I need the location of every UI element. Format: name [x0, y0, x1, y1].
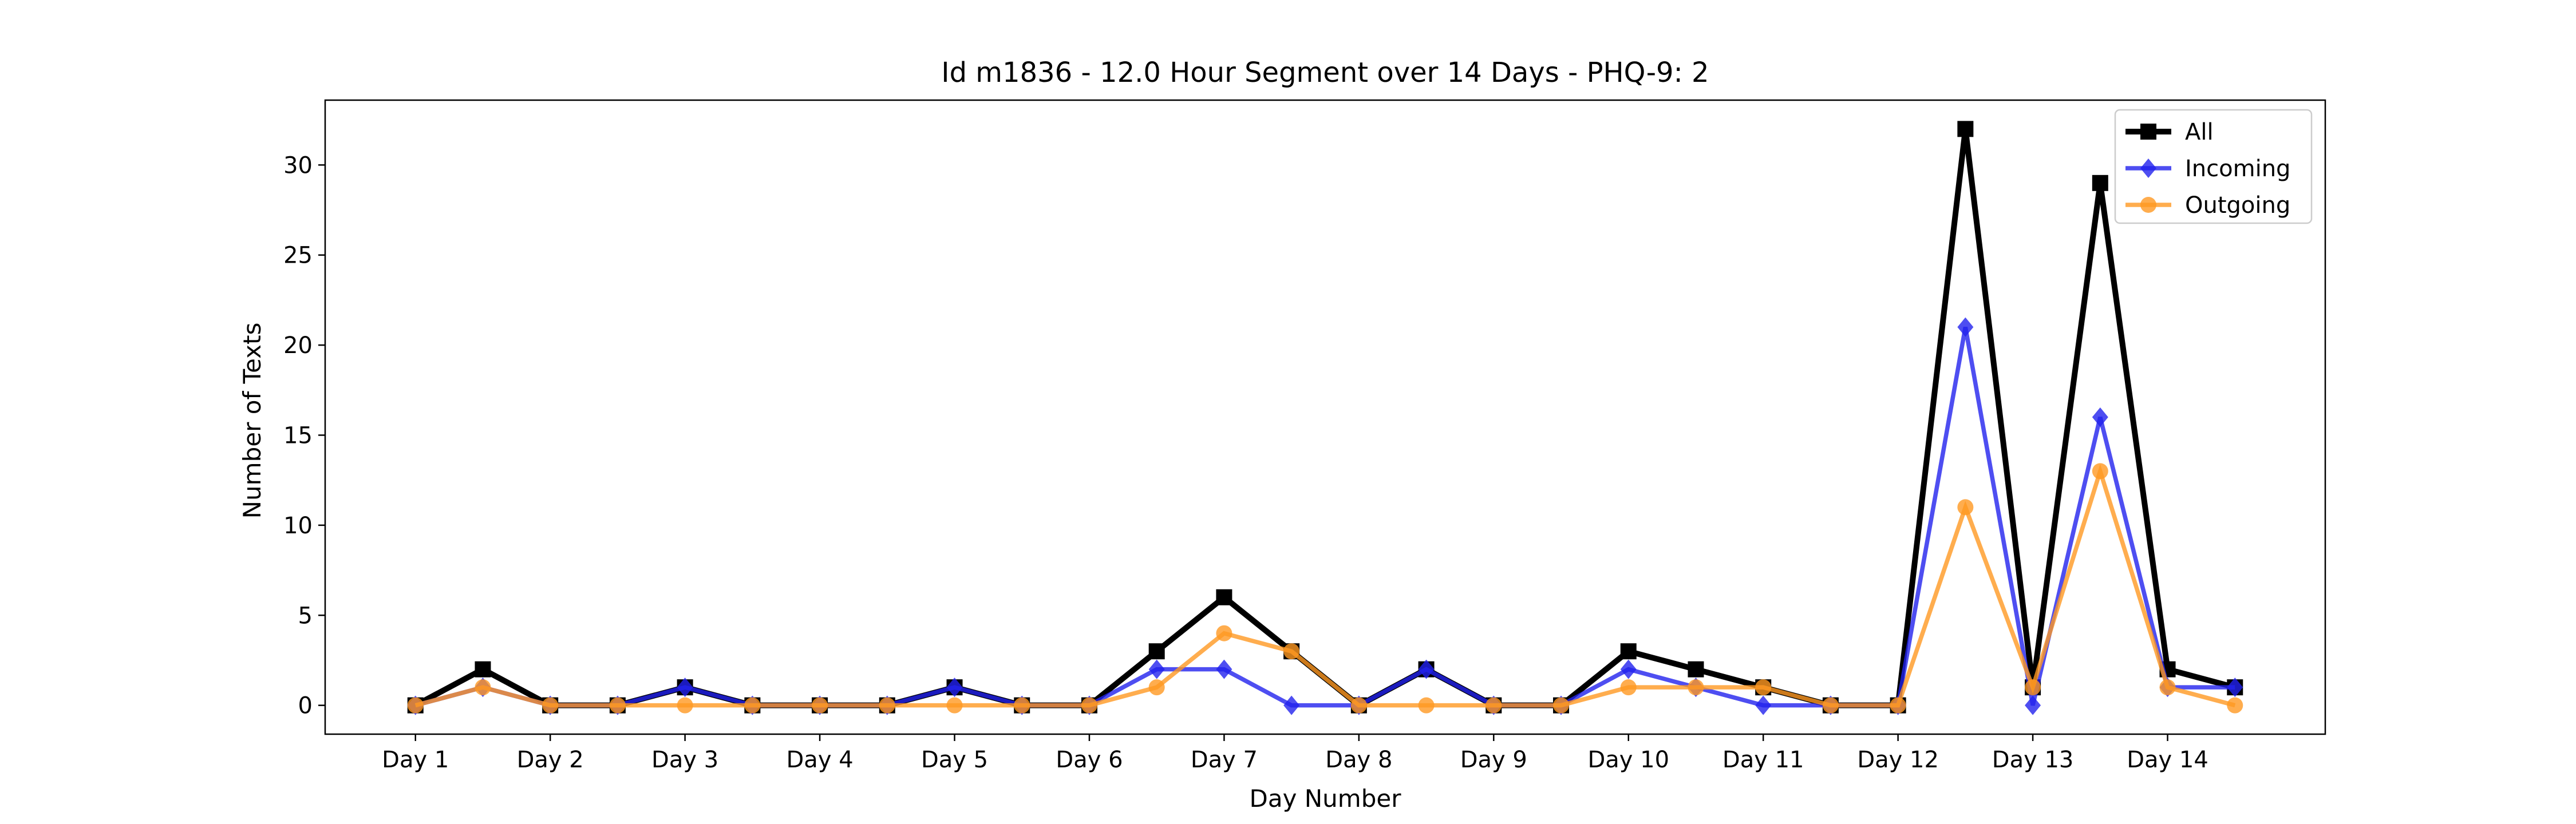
data-point-incoming [1148, 659, 1165, 679]
data-point-outgoing [1148, 679, 1165, 696]
data-point-all [1620, 643, 1637, 660]
data-point-outgoing [1216, 625, 1232, 641]
y-tick-label: 30 [283, 152, 313, 179]
data-point-outgoing [1350, 697, 1367, 714]
data-point-all [1148, 643, 1165, 660]
data-point-outgoing [1553, 697, 1570, 714]
x-tick-label: Day 11 [1722, 747, 1804, 773]
y-tick-label: 25 [283, 243, 313, 269]
legend: All Incoming Outgoing [2114, 109, 2313, 224]
x-tick-label: Day 14 [2127, 747, 2208, 773]
legend-marker [2140, 159, 2156, 178]
data-point-all [475, 661, 491, 678]
series-line-outgoing [414, 464, 2236, 708]
data-point-outgoing [677, 697, 693, 714]
data-point-all [1216, 589, 1232, 605]
data-point-incoming [2092, 407, 2108, 427]
y-tick-label: 5 [298, 603, 313, 629]
series-line-incoming [414, 326, 2235, 708]
data-point-outgoing [542, 697, 559, 714]
data-point-incoming [2025, 695, 2041, 715]
legend-marker [2140, 197, 2156, 213]
x-tick-label: Day 3 [651, 747, 718, 773]
data-point-outgoing [2092, 463, 2108, 480]
y-tick-label: 20 [283, 332, 313, 359]
x-tick-label: Day 7 [1191, 747, 1258, 773]
x-tick-label: Day 1 [382, 747, 449, 773]
plot-area: 0 5 10 15 20 25 30 Day 1 Day 2 Day 3 Day 4 Day 5 Day… [283, 99, 2326, 773]
series-outgoing [407, 463, 2243, 714]
legend-label: All [2185, 119, 2214, 145]
y-axis-label: Number of Texts [238, 323, 266, 519]
data-point-outgoing [812, 697, 828, 714]
x-tick-label: Day 8 [1325, 747, 1392, 773]
data-point-all [1957, 121, 1974, 137]
chart-title: Id m1836 - 12.0 Hour Segment over 14 Day… [941, 57, 1709, 89]
data-point-incoming [1216, 659, 1232, 679]
x-tick-label: Day 9 [1460, 747, 1527, 773]
data-point-outgoing [1283, 643, 1300, 660]
y-tick-label: 10 [283, 513, 313, 539]
data-point-outgoing [1485, 697, 1502, 714]
data-point-outgoing [2227, 697, 2243, 714]
x-tick-label: Day 4 [787, 747, 854, 773]
data-point-outgoing [2159, 679, 2176, 696]
y-tick-label: 15 [283, 422, 313, 449]
data-point-incoming [946, 678, 963, 698]
legend-box [2114, 109, 2313, 224]
data-point-incoming [1755, 695, 1772, 715]
legend-item-all: All [2125, 119, 2214, 145]
legend-item-incoming: Incoming [2125, 156, 2290, 182]
data-point-outgoing [879, 697, 895, 714]
legend-label: Outgoing [2185, 192, 2290, 219]
data-point-incoming [1283, 695, 1300, 715]
legend-label: Incoming [2185, 156, 2290, 182]
data-point-outgoing [1822, 697, 1839, 714]
data-point-outgoing [609, 697, 626, 714]
data-point-outgoing [1688, 679, 1704, 696]
data-point-incoming [1957, 317, 1974, 337]
data-point-outgoing [1620, 679, 1637, 696]
data-point-outgoing [1957, 499, 1974, 516]
data-point-outgoing [946, 697, 963, 714]
data-point-incoming [1418, 659, 1435, 679]
legend-item-outgoing: Outgoing [2125, 192, 2290, 219]
data-point-outgoing [1014, 697, 1030, 714]
x-tick-label: Day 5 [921, 747, 988, 773]
data-point-incoming [1620, 659, 1637, 679]
data-point-outgoing [1755, 679, 1772, 696]
x-tick-label: Day 6 [1056, 747, 1123, 773]
data-point-outgoing [1081, 697, 1097, 714]
x-tick-label: Day 12 [1857, 747, 1939, 773]
data-point-all [1688, 661, 1704, 678]
data-point-outgoing [1890, 697, 1906, 714]
plot-frame [324, 99, 2326, 735]
x-axis-label: Day Number [1249, 785, 1401, 813]
data-point-outgoing [407, 697, 424, 714]
data-point-outgoing [1418, 697, 1435, 714]
data-point-all [2092, 175, 2108, 191]
data-point-incoming [677, 678, 693, 698]
x-tick-label: Day 2 [517, 747, 584, 773]
x-tick-label: Day 10 [1587, 747, 1669, 773]
x-tick-label: Day 13 [1992, 747, 2074, 773]
legend-marker [2140, 124, 2156, 140]
data-point-outgoing [2025, 679, 2041, 696]
y-tick-label: 0 [298, 693, 313, 719]
data-point-incoming [2227, 678, 2243, 698]
data-point-outgoing [744, 697, 761, 714]
data-point-outgoing [475, 679, 491, 696]
